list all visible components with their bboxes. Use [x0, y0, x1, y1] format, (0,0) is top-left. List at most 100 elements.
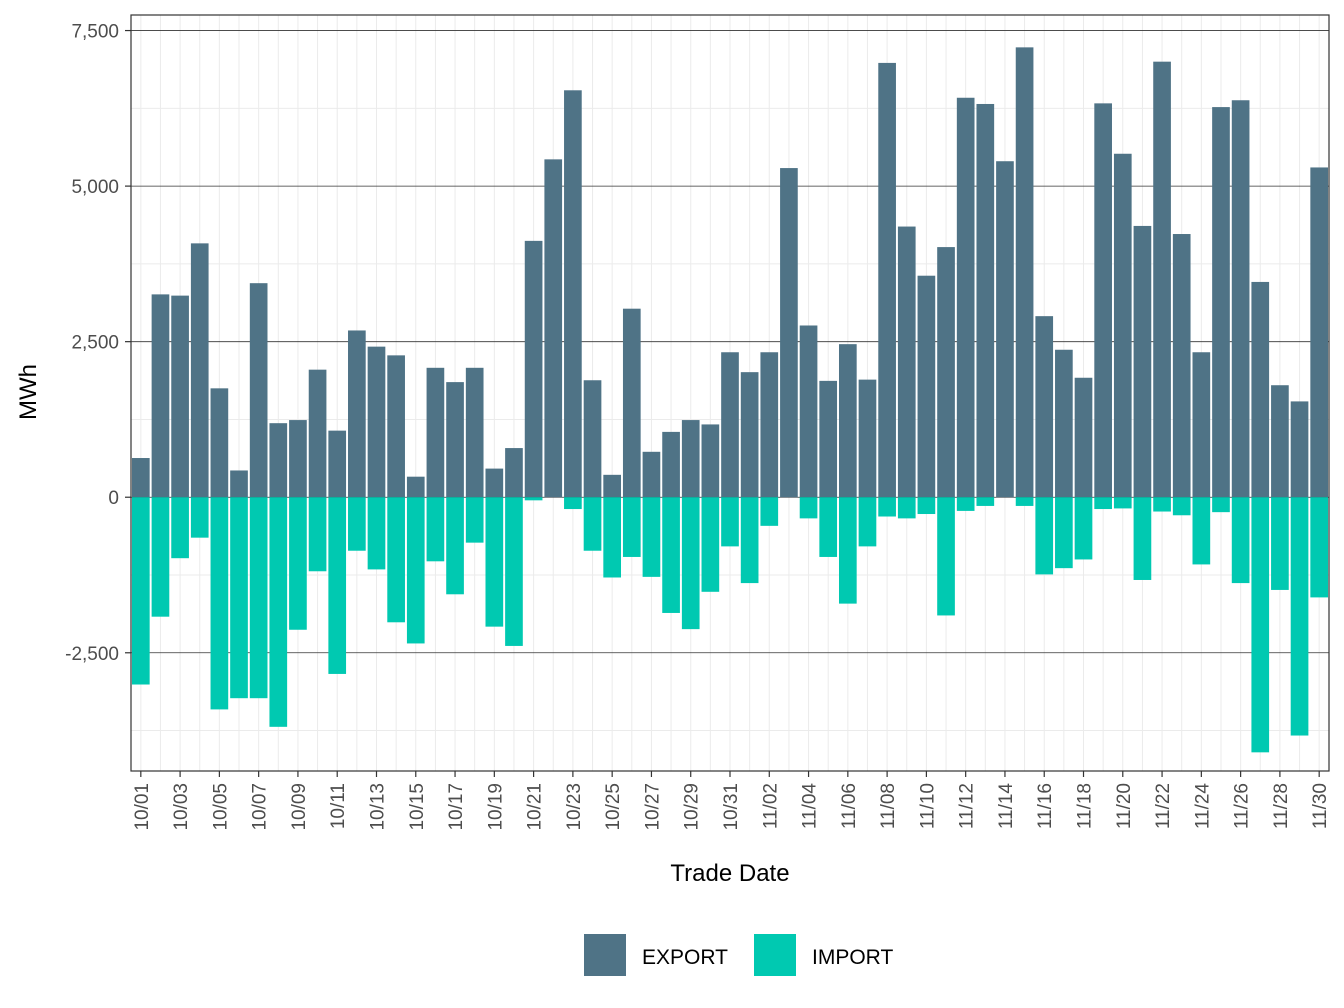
bar-export-11-13 [976, 103, 995, 498]
bar-import-10-18 [465, 497, 484, 543]
x-tick-label: 10/19 [485, 783, 506, 831]
bar-export-11-02 [760, 352, 779, 498]
bar-import-10-23 [564, 497, 582, 510]
bar-export-10-07 [249, 283, 268, 498]
bar-export-11-15 [1015, 47, 1034, 498]
bar-import-10-31 [721, 497, 739, 547]
bar-export-10-13 [367, 346, 386, 498]
x-tick-label: 10/23 [564, 783, 585, 831]
bar-export-10-03 [171, 295, 189, 498]
bar-export-11-22 [1153, 61, 1171, 498]
x-tick-label: 10/11 [328, 783, 349, 829]
bar-import-11-09 [897, 497, 916, 519]
x-tick-label: 10/15 [407, 783, 428, 831]
bar-export-10-14 [387, 355, 405, 498]
bar-export-10-06 [230, 470, 248, 498]
x-tick-label: 11/14 [996, 783, 1017, 830]
bar-import-10-14 [387, 497, 405, 623]
bars [131, 47, 1329, 753]
bar-import-11-27 [1251, 497, 1270, 753]
y-tick-label: 0 [108, 488, 119, 509]
bar-export-11-17 [1055, 349, 1073, 498]
x-tick-label: 11/04 [800, 783, 821, 830]
x-tick-label: 10/25 [603, 783, 624, 831]
bar-export-10-11 [328, 430, 347, 498]
bar-export-11-14 [996, 161, 1014, 498]
x-tick-label: 11/20 [1114, 783, 1135, 829]
bar-import-10-25 [603, 497, 622, 578]
x-axis: 10/01 10/03 10/05 10/07 10/09 10/11 10/13 10/15… [132, 771, 1331, 831]
bar-import-11-02 [760, 497, 779, 526]
bar-export-10-04 [190, 243, 209, 498]
bar-import-10-29 [681, 497, 700, 630]
bar-import-11-17 [1055, 497, 1073, 569]
bar-export-10-19 [485, 468, 504, 498]
bar-import-10-04 [190, 497, 209, 538]
bar-import-11-10 [917, 497, 936, 515]
x-axis-title: Trade Date [670, 860, 789, 887]
bar-export-11-27 [1251, 281, 1270, 498]
bar-export-10-29 [681, 420, 700, 498]
bar-export-10-05 [210, 388, 229, 498]
x-tick-label: 11/06 [839, 783, 860, 829]
x-tick-label: 11/18 [1075, 783, 1096, 829]
bar-import-11-25 [1212, 497, 1230, 513]
bar-import-11-11 [937, 497, 955, 616]
bar-export-11-23 [1172, 234, 1191, 498]
x-tick-label: 10/09 [289, 783, 310, 831]
x-tick-label: 11/26 [1232, 783, 1253, 829]
bar-export-11-19 [1094, 103, 1112, 498]
bar-export-10-22 [544, 159, 563, 498]
bar-import-10-07 [249, 497, 268, 699]
bar-export-10-18 [465, 367, 484, 498]
y-tick-label: 2,500 [71, 333, 119, 354]
bar-import-10-13 [367, 497, 386, 570]
bar-export-11-26 [1231, 100, 1250, 498]
bar-import-10-12 [348, 497, 366, 551]
x-tick-label: 11/08 [878, 783, 899, 829]
bar-import-11-13 [976, 497, 995, 506]
bar-import-11-18 [1074, 497, 1093, 560]
y-axis-title: MWh [15, 364, 42, 420]
x-tick-label: 10/31 [721, 783, 742, 831]
x-tick-label: 11/24 [1192, 783, 1213, 830]
y-tick-label: -2,500 [65, 644, 119, 665]
bar-import-10-10 [308, 497, 327, 572]
panel-border [130, 14, 1330, 772]
bar-export-10-01 [131, 458, 150, 498]
bar-import-10-01 [131, 497, 150, 685]
bar-import-11-04 [799, 497, 818, 519]
x-tick-label: 10/21 [525, 783, 546, 831]
bar-import-11-20 [1113, 497, 1132, 509]
x-tick-label: 11/10 [917, 783, 938, 829]
bar-export-10-10 [308, 369, 327, 498]
bar-import-11-07 [858, 497, 877, 547]
bar-export-11-10 [917, 275, 936, 498]
bar-export-10-16 [426, 367, 445, 498]
bar-import-11-22 [1153, 497, 1171, 512]
bar-import-10-19 [485, 497, 504, 627]
bar-export-11-24 [1192, 352, 1211, 498]
bar-export-10-25 [603, 474, 622, 498]
bar-import-10-09 [289, 497, 307, 630]
bar-export-10-17 [446, 382, 464, 498]
bar-import-10-28 [662, 497, 680, 613]
x-tick-label: 10/01 [132, 783, 153, 831]
bar-export-11-07 [858, 379, 877, 498]
bar-export-10-31 [721, 352, 739, 498]
bar-import-10-05 [210, 497, 229, 710]
legend-swatch-import [754, 934, 796, 976]
bar-import-11-21 [1133, 497, 1152, 580]
bar-import-11-26 [1231, 497, 1250, 584]
bar-import-11-23 [1172, 497, 1191, 516]
bar-export-11-16 [1035, 316, 1054, 498]
bar-export-10-02 [151, 294, 170, 498]
bar-import-10-17 [446, 497, 464, 595]
bar-import-11-12 [956, 497, 975, 511]
bar-import-10-08 [269, 497, 288, 727]
bar-import-10-02 [151, 497, 170, 617]
x-tick-label: 10/05 [210, 783, 231, 831]
bar-import-10-03 [171, 497, 189, 559]
legend-swatch-export [584, 934, 626, 976]
